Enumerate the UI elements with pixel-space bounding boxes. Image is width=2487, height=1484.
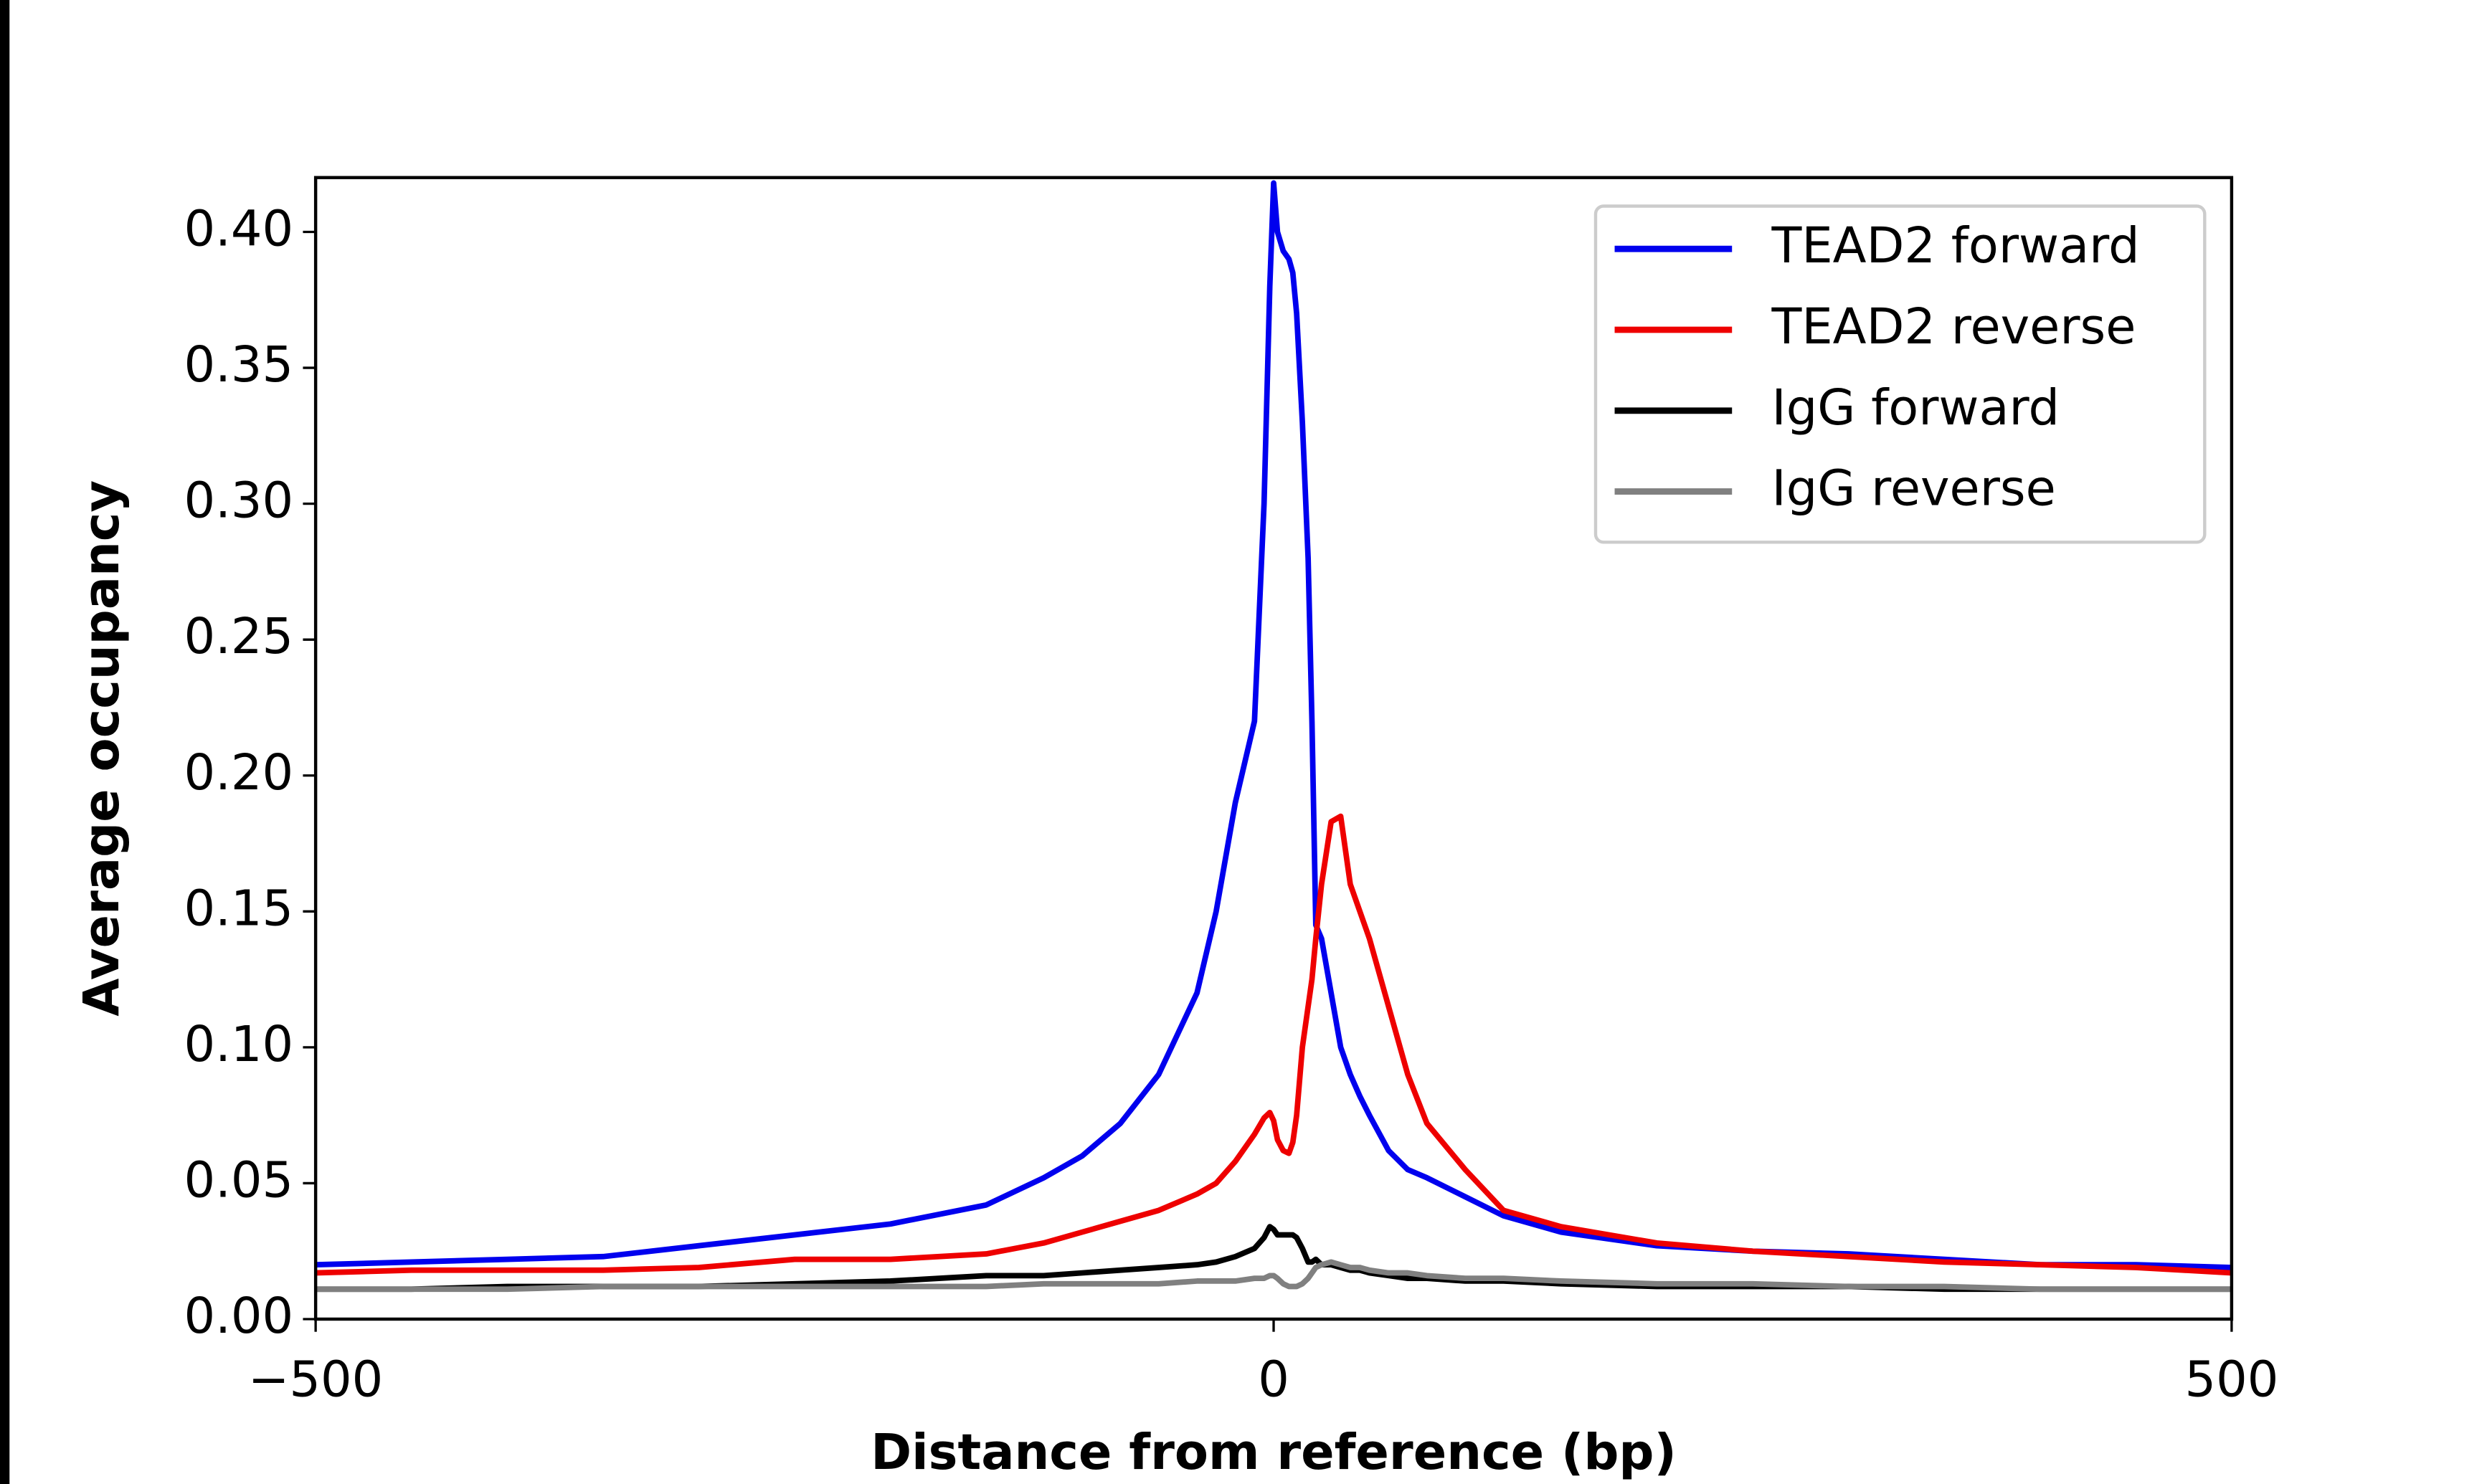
y-tick-label: 0.35 bbox=[184, 336, 294, 394]
y-tick-label: 0.10 bbox=[184, 1016, 294, 1073]
y-axis-label: Average occupancy bbox=[73, 480, 131, 1017]
y-tick-label: 0.00 bbox=[184, 1288, 294, 1345]
x-tick-label: −500 bbox=[248, 1351, 383, 1408]
y-tick-label: 0.25 bbox=[184, 608, 294, 665]
x-tick-label: 0 bbox=[1258, 1351, 1289, 1408]
x-tick-label: 500 bbox=[2184, 1351, 2278, 1408]
legend-label: TEAD2 forward bbox=[1771, 217, 2140, 275]
y-tick-label: 0.30 bbox=[184, 472, 294, 530]
legend-label: IgG forward bbox=[1772, 379, 2060, 437]
series-line bbox=[316, 1259, 2232, 1293]
y-tick-label: 0.40 bbox=[184, 201, 294, 258]
y-tick-label: 0.05 bbox=[184, 1151, 294, 1209]
left-border bbox=[0, 0, 10, 1484]
legend-box bbox=[1593, 204, 2207, 544]
x-axis-label: Distance from reference (bp) bbox=[871, 1424, 1677, 1481]
y-tick-label: 0.15 bbox=[184, 880, 294, 937]
legend-label: TEAD2 reverse bbox=[1771, 298, 2136, 356]
plot-frame bbox=[313, 176, 2234, 1321]
legend-label: IgG reverse bbox=[1772, 460, 2056, 518]
series-line bbox=[316, 813, 2232, 1276]
y-tick-label: 0.20 bbox=[184, 744, 294, 802]
series-line bbox=[316, 180, 2232, 1270]
